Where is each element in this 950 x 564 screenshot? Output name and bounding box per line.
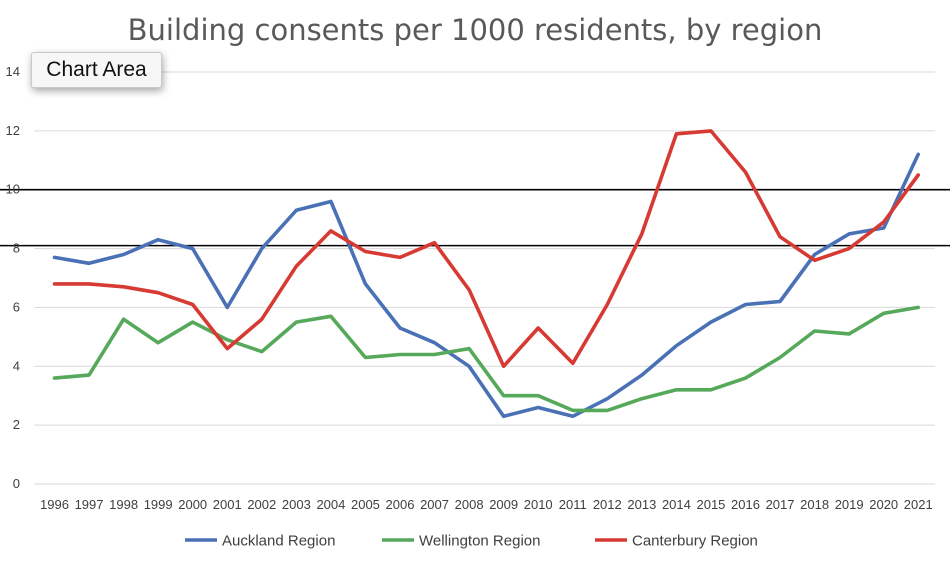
x-tick-label: 2009 [489, 497, 518, 512]
series-lines [52, 129, 921, 419]
x-tick-label: 2000 [178, 497, 207, 512]
x-tick-label: 2013 [627, 497, 656, 512]
x-tick-label: 2011 [559, 497, 587, 512]
y-tick-label: 0 [13, 476, 20, 491]
x-tick-label: 2001 [213, 497, 242, 512]
x-axis-ticks: 1996 1997 1998 1999 2000 2001 2002 2003 2004 2005… [40, 497, 933, 512]
x-tick-label: 2012 [593, 497, 622, 512]
legend: Auckland Region Wellington Region Canterbu… [185, 533, 758, 550]
x-tick-label: 2002 [247, 497, 276, 512]
x-tick-label: 2018 [800, 497, 829, 512]
gridlines [34, 71, 935, 485]
x-tick-label: 2021 [904, 497, 933, 512]
x-tick-label: 2005 [351, 497, 380, 512]
x-tick-label: 1999 [144, 497, 173, 512]
chart-area-tooltip: Chart Area [31, 52, 162, 88]
y-tick-label: 14 [6, 64, 20, 79]
legend-label: Canterbury Region [632, 533, 758, 550]
x-tick-label: 1996 [40, 497, 69, 512]
x-tick-label: 2010 [524, 497, 553, 512]
x-tick-label: 2004 [316, 497, 345, 512]
x-tick-label: 2015 [696, 497, 725, 512]
x-tick-label: 2017 [766, 497, 795, 512]
x-tick-label: 2019 [835, 497, 864, 512]
x-tick-label: 1997 [75, 497, 104, 512]
chart-title: Building consents per 1000 residents, by… [128, 13, 823, 47]
x-tick-label: 2007 [420, 497, 449, 512]
y-tick-label: 2 [13, 417, 20, 432]
legend-label: Wellington Region [419, 533, 540, 550]
reference-lines [0, 188, 950, 247]
y-tick-label: 8 [13, 241, 20, 256]
y-axis-ticks: 0 2 4 6 8 10 12 14 [6, 64, 20, 491]
series-line [52, 152, 921, 419]
series-line [52, 129, 921, 369]
x-tick-label: 2003 [282, 497, 311, 512]
x-tick-label: 1998 [109, 497, 138, 512]
x-tick-label: 2020 [869, 497, 898, 512]
x-tick-label: 2016 [731, 497, 760, 512]
legend-label: Auckland Region [222, 533, 335, 550]
x-tick-label: 2008 [455, 497, 484, 512]
y-tick-label: 10 [6, 182, 20, 197]
x-tick-label: 2014 [662, 497, 691, 512]
y-tick-label: 4 [13, 358, 20, 373]
series-line [52, 305, 921, 413]
y-tick-label: 6 [13, 299, 20, 314]
y-tick-label: 12 [6, 123, 20, 138]
x-tick-label: 2006 [386, 497, 415, 512]
